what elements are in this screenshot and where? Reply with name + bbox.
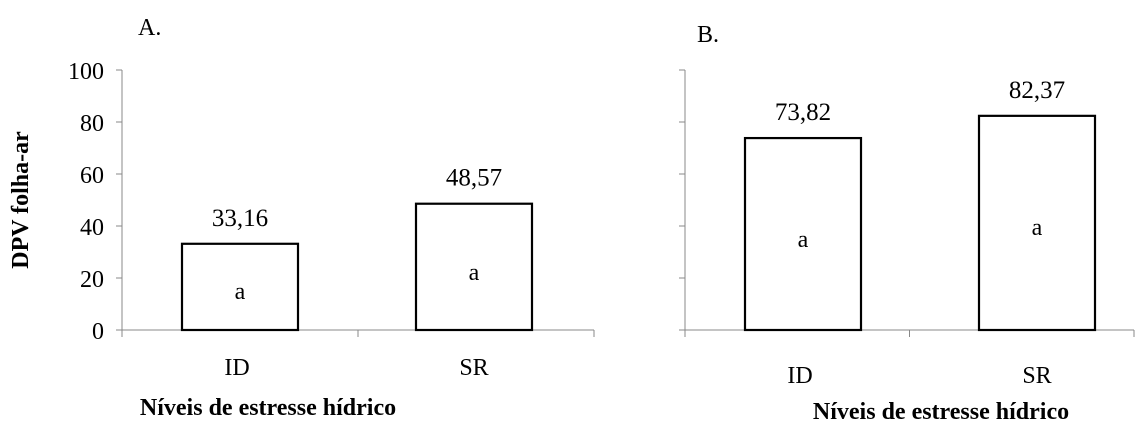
bar-b-id [743,136,863,332]
bar-value-label-a-id: 33,16 [212,205,268,232]
y-tick-label-a-5: 100 [68,59,104,85]
bar-value-label-a-sr: 48,57 [446,165,502,192]
x-axis-title-a: Níveis de estresse hídrico [140,395,396,421]
x-category-label-b-id: ID [787,363,812,389]
x-category-label-a-sr: SR [459,355,488,381]
y-axis-title-a: DPV folha-ar [8,131,34,269]
x-category-label-a-id: ID [224,355,249,381]
panel-label-b: B. [697,22,719,48]
x-axis-title-b: Níveis de estresse hídrico [813,399,1069,421]
chart-panel-a: A. 0 20 40 60 80 100 33,16 a ID 48,57 a SR Níveis de … [8,15,595,421]
y-tick-label-a-4: 80 [80,111,104,137]
bar-value-label-b-id: 73,82 [775,99,831,126]
y-tick-label-a-1: 20 [80,267,104,293]
bar-a-sr [414,202,534,332]
y-tick-label-a-2: 40 [80,215,104,241]
x-category-label-b-sr: SR [1022,363,1051,389]
group-letter-b-sr: a [1032,215,1043,241]
bar-value-label-b-sr: 82,37 [1009,77,1065,104]
bar-b-sr [977,114,1097,332]
group-letter-a-sr: a [469,260,480,286]
panel-label-a: A. [138,15,161,41]
bar-a-id [180,242,300,332]
group-letter-b-id: a [798,227,809,253]
y-tick-label-a-0: 0 [92,319,104,345]
chart-panel-b: B. 73,82 a ID 82,37 a SR Níveis de estresse híd… [679,22,1135,421]
group-letter-a-id: a [235,279,246,305]
y-tick-label-a-3: 60 [80,163,104,189]
